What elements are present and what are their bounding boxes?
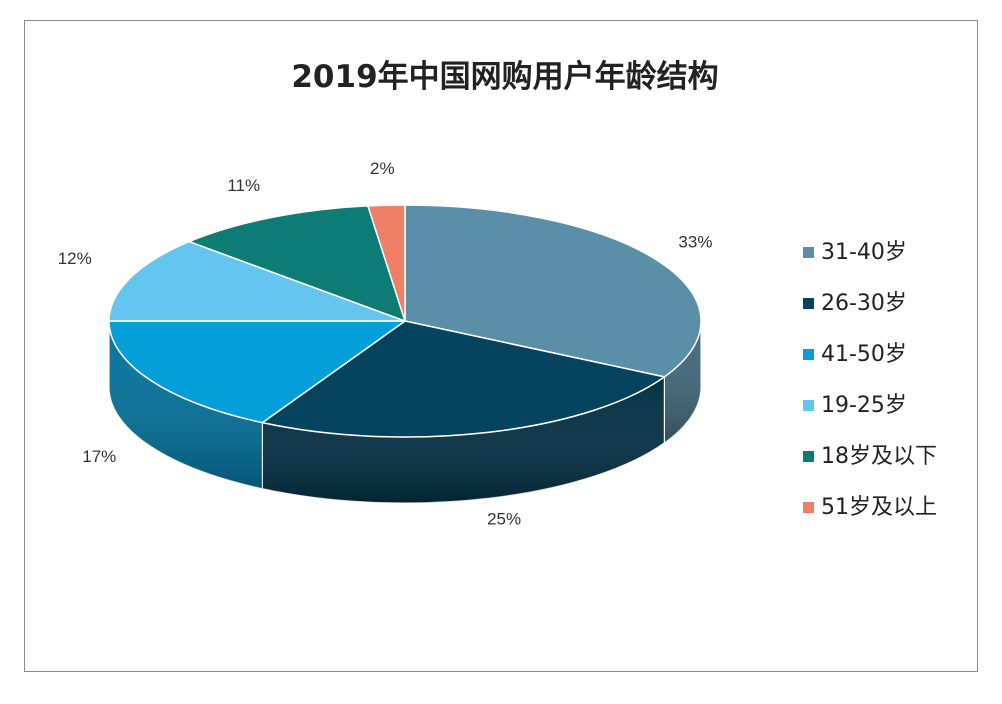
legend-swatch-18岁及以下 [803, 451, 814, 462]
slice-18岁及以下-label: 11% [227, 176, 260, 195]
pie-sides [108, 320, 702, 504]
legend-label-19-25岁: 19-25岁 [821, 393, 907, 418]
legend-label-26-30岁: 26-30岁 [821, 291, 907, 316]
slice-41-50岁-side-shade [109, 321, 263, 489]
legend-label-41-50岁: 41-50岁 [821, 342, 907, 367]
slice-19-25岁 [108, 240, 406, 322]
legend-label-31-40岁: 31-40岁 [821, 240, 907, 265]
chart-frame: 2019年中国网购用户年龄结构 33% 25% 17% 12% 11% 2% 31-40岁… [24, 20, 978, 672]
chart-title: 2019年中国网购用户年龄结构 [291, 59, 718, 95]
slice-51岁及以上-label: 2% [370, 159, 395, 178]
legend-swatch-26-30岁 [803, 298, 814, 309]
slice-26-30岁-side-shade [262, 376, 665, 503]
legend-swatch-51岁及以上 [803, 502, 814, 513]
slice-51岁及以上 [367, 204, 406, 322]
legend-swatch-19-25岁 [803, 400, 814, 411]
slice-26-30岁-label: 25% [487, 510, 521, 529]
slice-41-50岁 [108, 320, 406, 424]
slice-31-40岁 [404, 204, 702, 378]
slice-26-30岁 [261, 320, 666, 438]
legend-label-51岁及以上: 51岁及以上 [821, 495, 937, 520]
pie-slices [108, 204, 702, 438]
pie-chart: 2019年中国网购用户年龄结构 33% 25% 17% 12% 11% 2% 31-40岁… [58, 59, 937, 529]
legend: 31-40岁 26-30岁 41-50岁 19-25岁 18岁及以下 51岁及以上 [803, 240, 937, 520]
legend-label-18岁及以下: 18岁及以下 [821, 444, 937, 469]
legend-swatch-31-40岁 [803, 247, 814, 258]
legend-swatch-41-50岁 [803, 349, 814, 360]
slice-31-40岁-side-shade [664, 321, 701, 443]
slice-41-50岁-label: 17% [82, 447, 116, 466]
slice-31-40岁-label: 33% [678, 233, 712, 252]
pie-labels: 33% 25% 17% 12% 11% 2% [58, 159, 713, 529]
slice-18岁及以下 [188, 205, 406, 322]
slice-19-25岁-label: 12% [58, 249, 92, 268]
